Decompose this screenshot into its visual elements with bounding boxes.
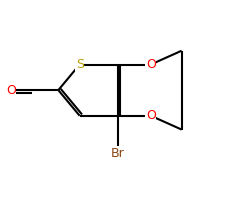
Text: O: O xyxy=(146,109,156,122)
Text: S: S xyxy=(76,58,84,71)
Text: O: O xyxy=(146,58,156,71)
Text: O: O xyxy=(6,84,16,97)
Text: Br: Br xyxy=(111,147,125,160)
